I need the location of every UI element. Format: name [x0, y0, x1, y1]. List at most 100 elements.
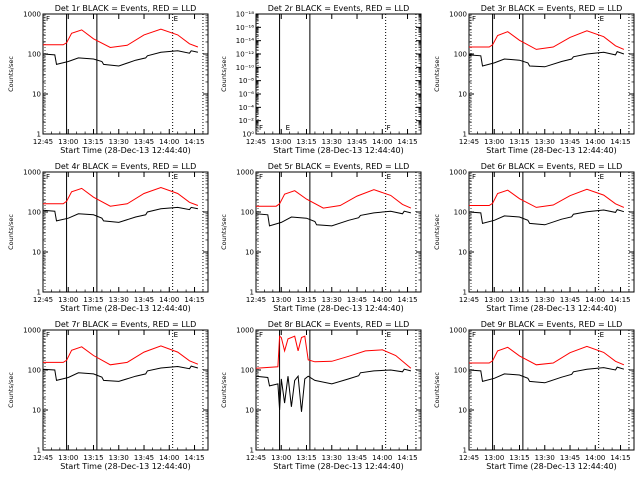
- event-marker-label: E: [286, 124, 290, 132]
- x-tick-label: 14:15: [184, 138, 204, 146]
- x-tick-label: 13:45: [134, 138, 154, 146]
- x-tick-label: 14:15: [184, 454, 204, 462]
- x-axis-label: Start Time (28-Dec-13 12:44:40): [60, 462, 191, 471]
- chart-title: Det 4r BLACK = Events, RED = LLD: [55, 162, 197, 171]
- y-tick-label: 1: [250, 289, 254, 297]
- x-tick-label: 12:45: [246, 138, 266, 146]
- y-tick-label: 1000: [23, 169, 41, 177]
- y-tick-label: 1000: [449, 327, 467, 335]
- event-marker-label: F: [472, 331, 476, 339]
- x-tick-label: 13:45: [560, 138, 580, 146]
- y-axis-label: Counts/sec: [220, 372, 228, 408]
- x-tick-label: 13:30: [109, 296, 129, 304]
- series-line-black: [468, 366, 625, 384]
- y-tick-label: 100: [454, 367, 467, 375]
- series-line-black: [42, 50, 199, 67]
- x-tick-label: 13:45: [134, 296, 154, 304]
- x-tick-label: 14:00: [159, 296, 179, 304]
- event-marker-label: F: [46, 173, 50, 181]
- series-line-red: [43, 186, 199, 207]
- y-tick-label: 1000: [449, 11, 467, 19]
- y-tick-label: 100: [241, 367, 254, 375]
- x-tick-label: 14:15: [397, 138, 417, 146]
- plot-frame: [42, 329, 209, 451]
- x-tick-label: 13:15: [509, 296, 529, 304]
- chart-panel-2: Det 2r BLACK = Events, RED = LLD 10⁰ 10⁻² 1…: [220, 4, 422, 155]
- x-tick-label: 13:45: [134, 454, 154, 462]
- y-tick-label: 100: [454, 51, 467, 59]
- plot-frame: [255, 171, 422, 293]
- x-tick-label: 13:30: [109, 138, 129, 146]
- x-axis-label: Start Time (28-Dec-13 12:44:40): [486, 462, 617, 471]
- y-tick-label: 100: [28, 209, 41, 217]
- chart-panel-8: Det 8r BLACK = Events, RED = LLD 1 10 100 10…: [220, 320, 422, 471]
- y-tick-label: 1000: [449, 169, 467, 177]
- y-tick-label: 1: [250, 447, 254, 455]
- x-tick-label: 14:15: [610, 454, 630, 462]
- chart-title: Det 8r BLACK = Events, RED = LLD: [268, 320, 410, 329]
- plot-frame: [42, 13, 209, 135]
- chart-title: Det 9r BLACK = Events, RED = LLD: [481, 320, 623, 329]
- x-tick-label: 13:00: [58, 296, 78, 304]
- x-tick-label: 14:15: [397, 454, 417, 462]
- x-tick-label: 13:45: [560, 454, 580, 462]
- x-tick-label: 13:30: [109, 454, 129, 462]
- x-tick-label: 13:15: [296, 296, 316, 304]
- chart-panel-3: Det 3r BLACK = Events, RED = LLD 1 10 100 10…: [433, 4, 635, 155]
- y-axis-label: Counts/sec: [220, 56, 228, 92]
- plot-frame: [468, 329, 635, 451]
- y-axis-label: Counts/sec: [433, 214, 441, 250]
- series-line-black: [42, 365, 199, 382]
- event-marker-label: F: [46, 331, 50, 339]
- event-marker-label: F: [259, 331, 263, 339]
- chart-panel-9: Det 9r BLACK = Events, RED = LLD 1 10 100 10…: [433, 320, 635, 471]
- y-tick-label: 10: [32, 407, 41, 415]
- x-tick-label: 13:00: [271, 296, 291, 304]
- x-tick-label: 13:00: [58, 138, 78, 146]
- y-tick-label: 10⁻⁴: [239, 104, 255, 112]
- x-axis-label: Start Time (28-Dec-13 12:44:40): [486, 304, 617, 313]
- y-axis-label: Counts/sec: [433, 56, 441, 92]
- chart-title: Det 2r BLACK = Events, RED = LLD: [268, 4, 410, 13]
- y-tick-label: 10⁻¹⁶: [236, 24, 254, 32]
- x-tick-label: 12:45: [459, 296, 479, 304]
- y-tick-label: 10⁻¹⁴: [236, 37, 254, 45]
- series-line-red: [43, 28, 199, 49]
- event-marker-label: F: [46, 15, 50, 23]
- chart-panel-1: Det 1r BLACK = Events, RED = LLD 1 10 100 10…: [7, 4, 209, 155]
- y-tick-label: 1000: [23, 327, 41, 335]
- x-tick-label: 12:45: [33, 138, 53, 146]
- y-tick-label: 1: [37, 131, 41, 139]
- chart-panel-6: Det 6r BLACK = Events, RED = LLD 1 10 100 10…: [433, 162, 635, 313]
- y-tick-label: 100: [241, 209, 254, 217]
- y-tick-label: 10: [458, 91, 467, 99]
- x-tick-label: 13:15: [83, 296, 103, 304]
- event-marker-label: E: [387, 173, 391, 181]
- chart-panel-5: Det 5r BLACK = Events, RED = LLD 1 10 100 10…: [220, 162, 422, 313]
- y-tick-label: 1000: [23, 11, 41, 19]
- plot-frame: [255, 13, 422, 135]
- y-tick-label: 10⁻¹²: [236, 51, 254, 59]
- x-tick-label: 13:15: [83, 454, 103, 462]
- y-tick-label: 10⁻¹⁸: [236, 11, 254, 19]
- x-axis-label: Start Time (28-Dec-13 12:44:40): [273, 304, 404, 313]
- event-marker-label: E: [174, 331, 178, 339]
- y-tick-label: 10: [245, 249, 254, 257]
- x-tick-label: 13:00: [484, 138, 504, 146]
- x-tick-label: 12:45: [459, 138, 479, 146]
- y-tick-label: 10: [32, 91, 41, 99]
- y-tick-label: 1: [463, 131, 467, 139]
- series-line-red: [469, 188, 625, 208]
- y-tick-label: 1000: [236, 327, 254, 335]
- y-tick-label: 1: [463, 289, 467, 297]
- x-tick-label: 13:45: [347, 138, 367, 146]
- plot-frame: [468, 13, 635, 135]
- y-axis-label: Counts/sec: [7, 372, 15, 408]
- event-marker-label: F: [259, 173, 263, 181]
- event-marker-label: E: [600, 15, 604, 23]
- series-line-red: [469, 30, 625, 50]
- x-tick-label: 14:15: [610, 296, 630, 304]
- y-tick-label: 10: [245, 407, 254, 415]
